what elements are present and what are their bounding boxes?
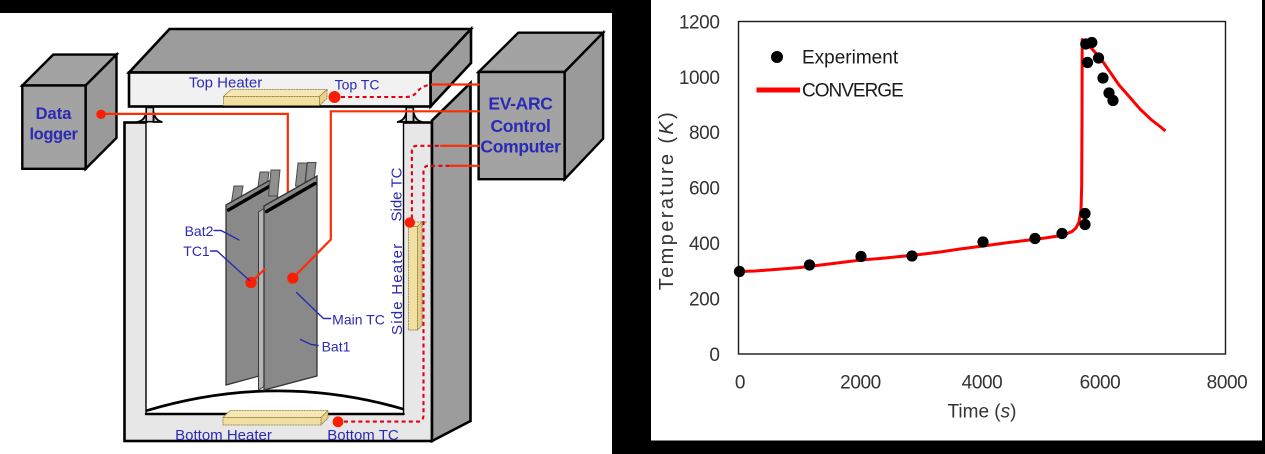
svg-text:Bottom TC: Bottom TC [327,427,399,444]
svg-text:Bat1: Bat1 [322,339,351,355]
svg-text:Top Heater: Top Heater [189,75,262,92]
svg-text:1200: 1200 [679,12,720,33]
svg-text:Experiment: Experiment [802,48,899,69]
svg-text:0: 0 [735,373,745,394]
svg-text:200: 200 [689,290,720,311]
svg-text:1000: 1000 [679,68,720,89]
svg-text:TC1: TC1 [183,243,210,259]
svg-text:Side TC: Side TC [389,167,406,221]
svg-text:800: 800 [689,123,720,144]
svg-text:6000: 6000 [1080,373,1121,394]
svg-text:CONVERGE: CONVERGE [802,81,903,102]
svg-text:Top TC: Top TC [335,77,380,93]
svg-text:600: 600 [689,179,720,200]
svg-text:400: 400 [689,234,720,255]
svg-text:8000: 8000 [1207,373,1248,394]
svg-text:0: 0 [709,345,719,366]
svg-text:Bat2: Bat2 [185,223,214,239]
svg-text:Bottom Heater: Bottom Heater [175,427,272,444]
svg-text:Temperature (K): Temperature (K) [656,110,678,291]
svg-text:Data: Data [36,105,73,123]
svg-text:Control: Control [490,116,550,136]
svg-text:logger: logger [29,126,78,144]
svg-text:EV-ARC: EV-ARC [488,94,553,114]
svg-text:Computer: Computer [480,137,561,157]
svg-text:4000: 4000 [962,373,1003,394]
svg-text:Time (s): Time (s) [948,402,1017,423]
svg-text:Side Heater: Side Heater [389,243,406,335]
svg-text:Main TC: Main TC [332,312,385,328]
svg-text:2000: 2000 [840,373,881,394]
